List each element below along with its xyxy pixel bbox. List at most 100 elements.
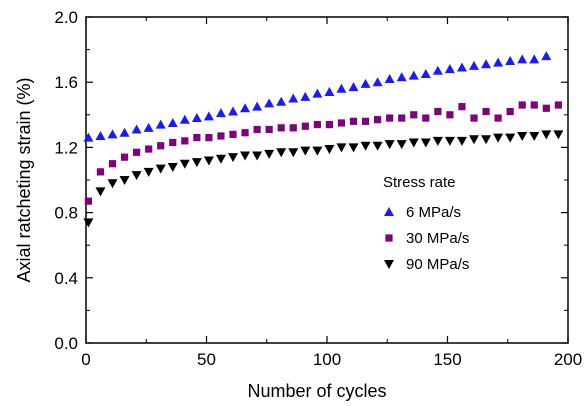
data-point [167, 162, 178, 172]
data-point [264, 149, 275, 159]
data-point [529, 54, 540, 64]
data-point [432, 65, 443, 75]
legend-marker [384, 207, 394, 216]
data-point [301, 122, 309, 130]
data-point [349, 117, 358, 125]
data-point [84, 197, 93, 205]
data-point [336, 143, 347, 153]
data-point [361, 117, 370, 125]
data-point [325, 120, 334, 129]
data-point [372, 141, 383, 151]
data-point [228, 153, 239, 163]
data-point [203, 111, 214, 121]
data-point [181, 137, 189, 145]
data-point [420, 138, 431, 148]
x-tick-label: 200 [554, 350, 582, 369]
data-point [432, 136, 443, 146]
data-point [288, 93, 299, 103]
data-point [131, 124, 142, 134]
data-point [179, 114, 190, 124]
data-point [542, 104, 550, 112]
data-point [264, 98, 275, 108]
data-point [203, 156, 214, 166]
data-point [505, 56, 516, 66]
legend-label: 6 MPa/s [406, 204, 461, 221]
legend: Stress rate 6 MPa/s 30 MPa/s 90 MPa/s [383, 174, 469, 273]
legend-marker [385, 234, 393, 242]
data-point [336, 83, 347, 93]
data-point [205, 134, 213, 142]
data-point [456, 136, 467, 146]
data-point [469, 60, 480, 70]
data-point [179, 159, 190, 169]
data-point [155, 164, 166, 174]
data-point [384, 140, 395, 150]
x-axis-ticks: 0 50 100 150 200 [81, 17, 582, 369]
data-point [229, 130, 237, 138]
data-point [554, 101, 562, 109]
data-point [541, 130, 552, 140]
data-point [396, 72, 407, 82]
data-point [324, 86, 335, 96]
legend-title: Stress rate [383, 174, 456, 191]
legend-marker [384, 260, 394, 269]
data-point [252, 151, 263, 161]
data-point [506, 107, 514, 116]
data-point [553, 130, 564, 140]
data-point [481, 135, 492, 145]
x-axis-title: Number of cycles [247, 381, 386, 401]
data-point [530, 101, 538, 109]
data-point [191, 113, 202, 123]
data-point [505, 133, 516, 143]
data-point [408, 70, 419, 80]
y-tick-label: 1.6 [54, 73, 78, 92]
y-tick-label: 2.0 [54, 8, 78, 27]
data-point [157, 142, 165, 150]
data-point [265, 125, 273, 134]
data-point [312, 146, 323, 156]
data-point [324, 145, 335, 155]
data-point [83, 218, 94, 228]
y-axis-ticks: 0.0 0.4 0.8 1.2 1.6 2.0 [54, 8, 568, 353]
legend-label: 90 MPa/s [406, 256, 469, 273]
y-axis-title: Axial ratcheting strain (%) [14, 77, 34, 282]
x-tick-label: 0 [81, 350, 90, 369]
data-point [240, 151, 251, 161]
data-point [434, 107, 442, 116]
data-point [143, 167, 154, 177]
data-point [155, 119, 166, 129]
data-point [444, 64, 455, 74]
data-point [145, 145, 153, 153]
data-point [493, 133, 504, 143]
data-point [300, 146, 311, 156]
data-point [169, 138, 177, 147]
data-point [191, 158, 202, 168]
data-point [133, 148, 141, 156]
data-point [276, 148, 287, 158]
data-point [384, 73, 395, 83]
x-tick-label: 150 [433, 350, 461, 369]
data-point [410, 111, 418, 119]
data-point [312, 88, 323, 98]
data-point [518, 101, 526, 109]
data-point [107, 129, 118, 139]
data-point [529, 131, 540, 141]
series-triangle-up [83, 51, 552, 142]
data-point [420, 69, 431, 79]
data-point [446, 111, 454, 119]
data-point [288, 148, 299, 158]
data-point [313, 120, 321, 129]
data-point [517, 131, 528, 141]
data-point [83, 132, 94, 142]
data-point [360, 78, 371, 88]
data-point [398, 114, 406, 122]
data-point [458, 103, 466, 111]
data-point [372, 77, 383, 87]
data-point [360, 141, 371, 151]
data-point [396, 140, 407, 150]
data-point [277, 124, 285, 132]
data-point [456, 62, 467, 72]
data-point [374, 116, 382, 124]
data-point [300, 91, 311, 101]
